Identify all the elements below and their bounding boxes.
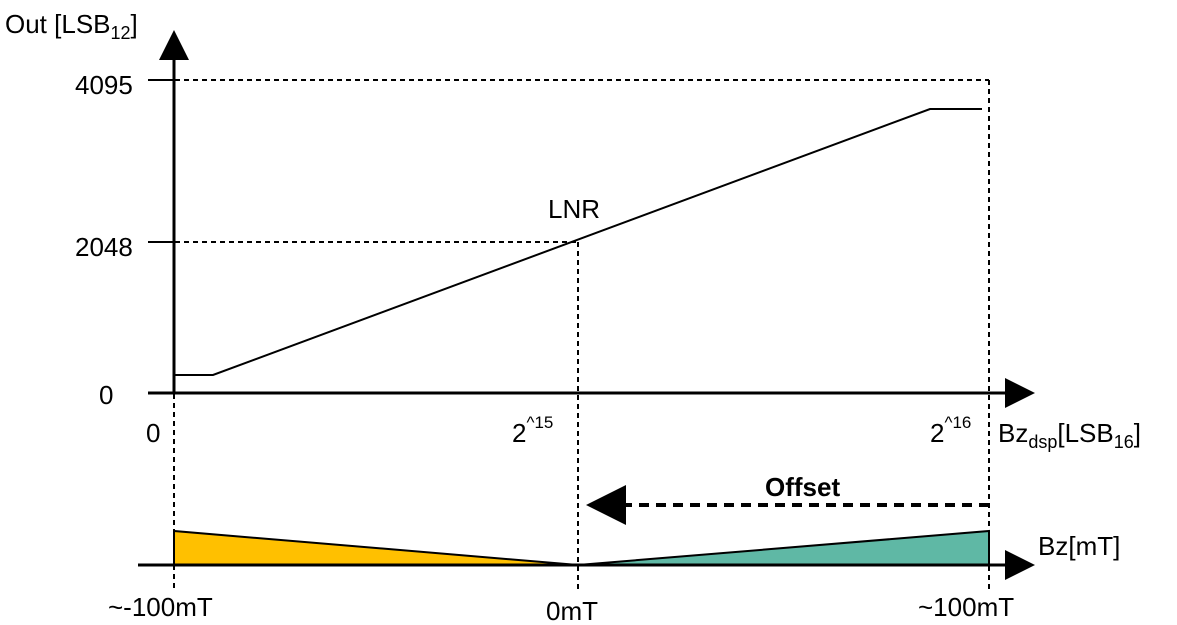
offset-label: Offset — [765, 472, 840, 502]
x-tick-zero: 0 — [146, 418, 160, 448]
y-tick-0: 0 — [99, 380, 113, 410]
field-tick-100mt: ~100mT — [918, 592, 1014, 622]
x-tick-2-pow-16: 2^16 — [930, 413, 971, 448]
field-axis-title: Bz[mT] — [1038, 531, 1120, 561]
x-axis-lsb-title: Bzdsp[LSB16] — [998, 418, 1141, 452]
guide-lines — [148, 52, 990, 590]
y-axis-tick-marks — [148, 79, 174, 243]
positive-field-region — [577, 529, 990, 566]
negative-field-region — [173, 529, 579, 566]
curve-label-lnr: LNR — [548, 194, 600, 224]
lnr-transfer-curve — [174, 108, 982, 376]
field-tick-neg-100mt: ~-100mT — [108, 592, 213, 622]
x-tick-2-pow-15: 2^15 — [512, 413, 553, 448]
y-tick-4095: 4095 — [75, 70, 133, 100]
y-tick-2048: 2048 — [75, 232, 133, 262]
field-tick-0mt: 0mT — [546, 596, 598, 625]
y-axis-title: Out [LSB12] — [5, 9, 138, 43]
